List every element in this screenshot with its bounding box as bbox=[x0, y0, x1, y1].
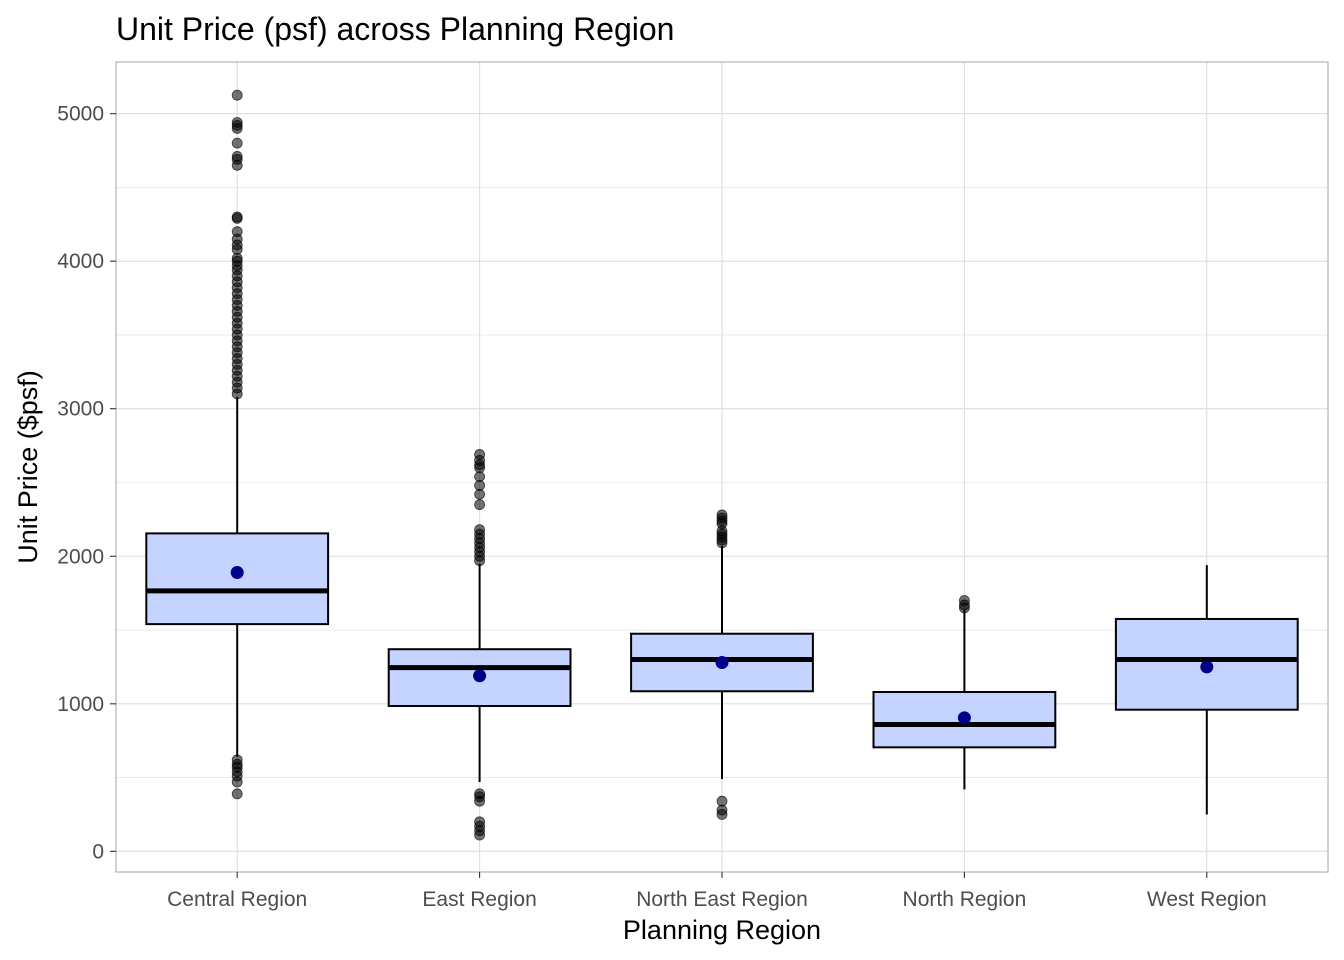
box-iqr bbox=[630, 632, 814, 693]
box-iqr bbox=[1114, 617, 1299, 711]
outlier-point bbox=[474, 795, 486, 807]
y-tick-label: 0 bbox=[92, 840, 104, 863]
outlier-point bbox=[231, 122, 243, 134]
outlier-point bbox=[231, 159, 243, 171]
outlier-point bbox=[474, 488, 486, 500]
outlier-point bbox=[716, 537, 728, 549]
x-tick-label: North Region bbox=[903, 888, 1027, 911]
mean-layer bbox=[230, 565, 1214, 725]
mean-point bbox=[1200, 660, 1214, 674]
x-tick-label: North East Region bbox=[636, 888, 808, 911]
outlier-point bbox=[231, 89, 243, 101]
y-tick-label: 2000 bbox=[57, 545, 104, 568]
x-axis-title: Planning Region bbox=[623, 915, 821, 945]
outlier-point bbox=[231, 212, 243, 224]
box-group-north-east-region bbox=[630, 545, 814, 780]
chart-title: Unit Price (psf) across Planning Region bbox=[116, 11, 674, 47]
y-axis-title: Unit Price ($psf) bbox=[13, 370, 43, 564]
y-tick-label: 1000 bbox=[57, 693, 104, 716]
outlier-point bbox=[474, 499, 486, 511]
mean-point bbox=[230, 565, 244, 579]
outlier-point bbox=[959, 602, 970, 614]
x-tick-label: East Region bbox=[422, 888, 536, 911]
outlier-point bbox=[231, 776, 243, 788]
x-tick-label: Central Region bbox=[167, 888, 307, 911]
box-group-west-region bbox=[1114, 565, 1299, 815]
outlier-point bbox=[474, 829, 486, 841]
mean-point bbox=[715, 655, 729, 669]
axis-layer: 0 1000 2000 3000 4000 5000 Central Region East … bbox=[57, 103, 1266, 911]
mean-point bbox=[473, 669, 487, 683]
box-layer bbox=[145, 396, 1299, 815]
outlier-point bbox=[231, 788, 243, 800]
outlier-layer bbox=[231, 89, 970, 841]
outlier-point bbox=[474, 555, 486, 567]
y-tick-label: 3000 bbox=[57, 398, 104, 421]
box-group-north-region bbox=[872, 609, 1057, 790]
x-tick-label: West Region bbox=[1147, 888, 1267, 911]
outlier-point bbox=[231, 388, 243, 400]
mean-point bbox=[957, 711, 971, 725]
y-tick-label: 5000 bbox=[57, 103, 104, 126]
outlier-point bbox=[716, 809, 728, 820]
outlier-point bbox=[231, 137, 243, 149]
y-tick-label: 4000 bbox=[57, 250, 104, 273]
